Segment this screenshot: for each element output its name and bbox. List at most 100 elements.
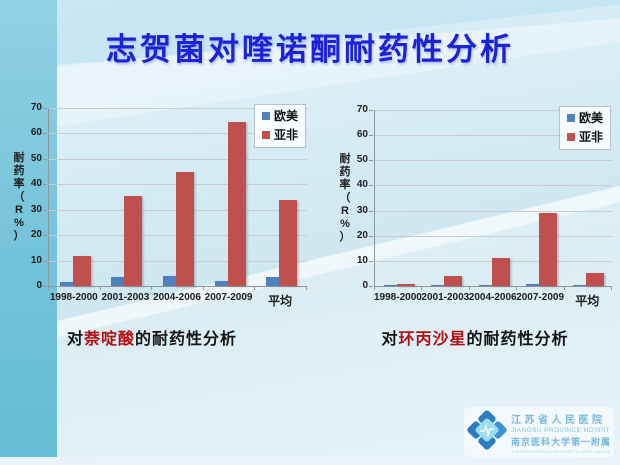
- y-axis-tick-mark: [369, 160, 373, 162]
- x-axis-category-label: 1998-2000: [49, 292, 98, 303]
- bar-europe-america: [163, 275, 176, 286]
- y-axis-tick-label: 50: [356, 154, 368, 166]
- legend: 欧美 亚非: [558, 106, 611, 150]
- legend-item-asia-africa: 亚非: [566, 131, 603, 143]
- drug-name: 环丙沙星: [398, 331, 467, 348]
- x-axis-tick-mark: [99, 286, 101, 290]
- legend-swatch-europe-america: [566, 114, 575, 122]
- legend: 欧美 亚非: [253, 104, 306, 148]
- x-axis-category-label: 平均: [575, 294, 600, 308]
- heartbeat-icon: [480, 423, 494, 438]
- x-axis-category-label: 2007-2009: [516, 292, 565, 303]
- chart-ciprofloxacin: 0 10 20 30 40 50 60 70 1998-2000 2001-2003 2004-20…: [338, 102, 615, 312]
- y-axis-tick-label: 30: [356, 204, 368, 216]
- left-accent-band: [0, 0, 57, 457]
- y-axis-title-char: R: [15, 203, 23, 216]
- y-axis-tick-mark: [369, 286, 373, 287]
- y-axis-tick-label: 0: [362, 280, 368, 291]
- bar-europe-america: [573, 285, 587, 286]
- y-axis-tick-mark: [43, 158, 47, 160]
- hospital-logo-text: 江苏省人民医院 JIANGSU PROVINCE HOSPITAL 南京医科大学…: [511, 411, 610, 454]
- bar-asia-africa: [538, 213, 557, 286]
- legend-swatch-asia-africa: [566, 133, 575, 141]
- y-axis-title-char: 药: [13, 164, 25, 177]
- gridline: [375, 185, 612, 187]
- bar-asia-africa: [72, 255, 91, 286]
- gridline: [375, 135, 612, 137]
- y-axis-tick-label: 10: [30, 254, 42, 266]
- y-axis-title-char: 率: [339, 178, 351, 191]
- bar-europe-america: [383, 285, 397, 286]
- caption-prefix: 对: [66, 331, 84, 348]
- gridline: [375, 110, 612, 111]
- hospital-affiliation-cn: 南京医科大学第一附属医院: [511, 436, 610, 447]
- chart-nalidixic-acid: 0 10 20 30 40 50 60 70 1998-2000 2001-2003 2004-20…: [12, 100, 310, 312]
- x-axis-category-label: 平均: [268, 294, 293, 308]
- y-axis-tick-label: 30: [30, 203, 42, 215]
- x-axis-category-label: 1998-2000: [374, 292, 422, 303]
- plot-area: [374, 110, 612, 287]
- x-axis-category-label: 2007-2009: [204, 292, 253, 303]
- x-axis-tick-mark: [563, 286, 565, 290]
- bar-europe-america: [431, 284, 445, 286]
- gridline: [49, 133, 307, 135]
- caption-prefix: 对: [381, 331, 399, 348]
- legend-label: 亚非: [273, 128, 298, 142]
- y-axis-tick-label: 20: [356, 229, 368, 241]
- y-axis-tick-mark: [369, 235, 373, 237]
- x-axis-tick-mark: [611, 286, 612, 290]
- y-axis-title-char: 率: [13, 177, 25, 190]
- bar-europe-america: [478, 285, 492, 286]
- x-axis-tick-mark: [202, 286, 204, 290]
- caption-ciprofloxacin: 对环丙沙星的耐药性分析: [355, 325, 595, 349]
- y-axis-tick-mark: [369, 185, 373, 187]
- y-axis-tick-mark: [369, 210, 373, 212]
- gridline: [49, 158, 307, 160]
- hospital-name-en: JIANGSU PROVINCE HOSPITAL: [511, 426, 610, 434]
- x-axis-tick-mark: [421, 286, 423, 290]
- gridline: [49, 108, 307, 109]
- y-axis-title: 耐药率（R%）: [338, 153, 352, 244]
- bar-europe-america: [214, 280, 228, 286]
- y-axis-tick-mark: [43, 235, 47, 237]
- y-axis-tick-label: 70: [30, 102, 42, 113]
- x-axis-tick-mark: [151, 286, 153, 290]
- y-axis-title-char: %: [14, 216, 24, 229]
- bar-asia-africa: [124, 195, 143, 286]
- y-axis-tick-label: 10: [356, 254, 368, 266]
- legend-label: 欧美: [273, 109, 298, 123]
- y-axis-title-char: （: [339, 191, 351, 204]
- hospital-logo-mark: [466, 409, 508, 452]
- y-axis-title-char: R: [341, 204, 349, 217]
- gridline: [375, 235, 612, 237]
- y-axis-tick-mark: [369, 260, 373, 262]
- x-axis-category-label: 2001-2003: [421, 292, 470, 303]
- y-axis-title-char: （: [13, 190, 25, 203]
- caption-suffix: 的耐药性分析: [135, 331, 238, 348]
- hospital-logo: 江苏省人民医院 JIANGSU PROVINCE HOSPITAL 南京医科大学…: [464, 407, 614, 457]
- x-axis-tick-mark: [468, 286, 470, 290]
- bar-europe-america: [266, 277, 280, 286]
- bar-asia-africa: [227, 122, 246, 286]
- plot-area: [48, 108, 307, 287]
- y-axis-tick-label: 70: [356, 104, 368, 115]
- bar-europe-america: [525, 284, 539, 286]
- x-axis-tick-mark: [374, 286, 375, 290]
- y-axis-title-char: ）: [13, 229, 25, 242]
- legend-item-asia-africa: 亚非: [261, 128, 298, 142]
- x-axis-category-label: 2004-2006: [468, 292, 517, 303]
- x-axis-tick-mark: [48, 286, 49, 290]
- y-axis-title-char: %: [340, 217, 350, 230]
- y-axis-tick-label: 60: [30, 127, 42, 139]
- y-axis-title-char: ）: [339, 230, 351, 243]
- bottom-strip: [0, 457, 620, 465]
- bar-asia-africa: [176, 171, 194, 286]
- y-axis-title: 耐药率（R%）: [12, 152, 26, 243]
- bar-asia-africa: [279, 199, 298, 286]
- y-axis-tick-mark: [43, 286, 47, 287]
- y-axis-tick-mark: [369, 135, 373, 137]
- legend-item-europe-america: 欧美: [566, 112, 603, 124]
- y-axis-tick-label: 50: [30, 152, 42, 164]
- hospital-name-cn: 江苏省人民医院: [511, 414, 606, 426]
- x-axis-tick-mark: [254, 286, 256, 290]
